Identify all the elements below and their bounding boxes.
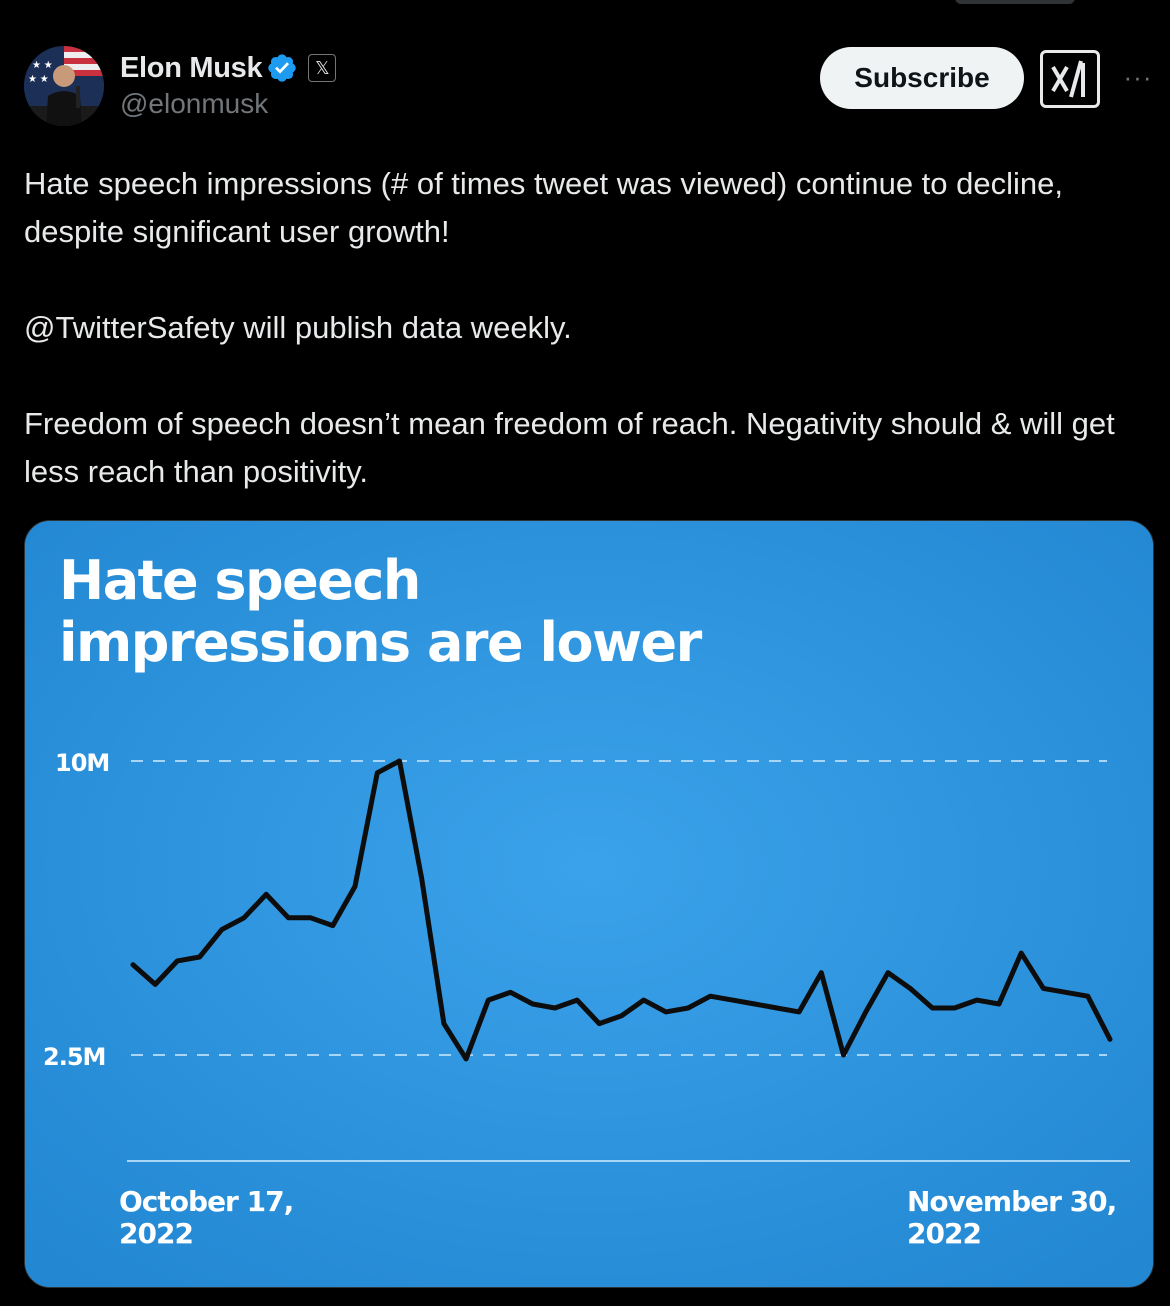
data-point-5 [241, 915, 247, 920]
data-point-36 [930, 1005, 935, 1011]
data-point-39 [996, 1001, 1002, 1007]
data-point-26 [708, 994, 713, 999]
x-tick-label-start-line-2: 2022 [119, 1217, 193, 1250]
data-point-44 [1107, 1037, 1113, 1042]
data-point-19 [552, 1005, 558, 1011]
tweet-paragraph: Freedom of speech doesn’t mean freedom o… [24, 406, 1115, 489]
data-point-42 [1063, 990, 1068, 995]
data-point-27 [730, 997, 735, 1003]
data-point-41 [1041, 986, 1046, 991]
more-options-icon[interactable]: ··· [1123, 62, 1153, 92]
data-point-14 [441, 1021, 447, 1026]
y-tick-label-2-5m: 2.5M [43, 1043, 105, 1071]
data-point-22 [619, 1013, 624, 1018]
verified-badge-icon[interactable] [266, 52, 298, 84]
data-point-10 [352, 884, 358, 889]
data-point-15 [463, 1056, 469, 1062]
data-point-0 [130, 962, 136, 968]
tweet-paragraph: @TwitterSafety will publish data weekly. [24, 310, 572, 345]
data-point-25 [685, 1005, 691, 1011]
author-name[interactable]: Elon Musk [120, 51, 263, 84]
svg-text:★ ★: ★ ★ [32, 60, 53, 71]
data-point-18 [530, 1001, 535, 1007]
data-point-33 [863, 1009, 868, 1015]
data-point-9 [330, 923, 336, 928]
chart-series-points [130, 758, 1113, 1062]
x-tick-label-start-line-1: October 17, [119, 1185, 293, 1218]
data-point-13 [419, 876, 424, 881]
data-point-12 [397, 758, 402, 764]
data-point-29 [774, 1005, 780, 1011]
data-point-28 [752, 1001, 757, 1007]
data-point-17 [508, 990, 513, 995]
chart-background [25, 521, 1153, 1287]
data-point-38 [974, 997, 979, 1003]
data-point-23 [641, 997, 646, 1003]
tweet-media-chart[interactable]: Hate speech impressions are lower 10M 2.… [24, 520, 1154, 1288]
data-point-31 [819, 970, 824, 975]
affiliate-x-badge[interactable]: 𝕏 [308, 54, 337, 82]
data-point-34 [885, 970, 891, 975]
data-point-7 [286, 915, 291, 920]
line-chart: Hate speech impressions are lower 10M 2.… [25, 521, 1153, 1287]
subscribe-button[interactable]: Subscribe [820, 47, 1024, 109]
data-point-37 [952, 1005, 957, 1011]
grok-icon [1051, 60, 1085, 98]
chart-title-line-1: Hate speech [59, 549, 420, 612]
data-point-35 [907, 986, 913, 991]
data-point-11 [375, 770, 380, 775]
avatar-photo: ★ ★ ★ ★ [24, 46, 104, 126]
top-scroll-pill [955, 0, 1075, 4]
x-tick-label-end-line-1: November 30, [907, 1185, 1116, 1218]
x-tick-label-end-line-2: 2022 [907, 1217, 981, 1250]
data-point-6 [264, 892, 269, 897]
data-point-32 [841, 1052, 846, 1058]
tweet-header: ★ ★ ★ ★ Elon Musk 𝕏 @elonmusk Subscribe … [0, 0, 1170, 140]
name-row: Elon Musk 𝕏 [120, 50, 337, 86]
data-point-21 [597, 1021, 602, 1026]
avatar[interactable]: ★ ★ ★ ★ [24, 46, 104, 126]
data-point-3 [197, 954, 202, 960]
tweet-text: Hate speech impressions (# of times twee… [24, 160, 1154, 496]
data-point-16 [486, 997, 491, 1003]
data-point-30 [796, 1009, 802, 1015]
tweet-paragraph: Hate speech impressions (# of times twee… [24, 166, 1063, 249]
chart-title-line-2: impressions are lower [59, 611, 703, 674]
data-point-8 [308, 915, 313, 920]
author-handle[interactable]: @elonmusk [120, 88, 269, 119]
data-point-43 [1085, 994, 1090, 999]
data-point-1 [153, 982, 158, 987]
y-tick-label-10m: 10M [55, 749, 109, 777]
svg-text:★ ★: ★ ★ [28, 74, 49, 85]
grok-button[interactable] [1040, 50, 1100, 108]
data-point-2 [175, 958, 180, 964]
data-point-40 [1018, 950, 1024, 956]
data-point-20 [574, 997, 580, 1003]
data-point-4 [219, 927, 225, 932]
data-point-24 [663, 1009, 669, 1015]
